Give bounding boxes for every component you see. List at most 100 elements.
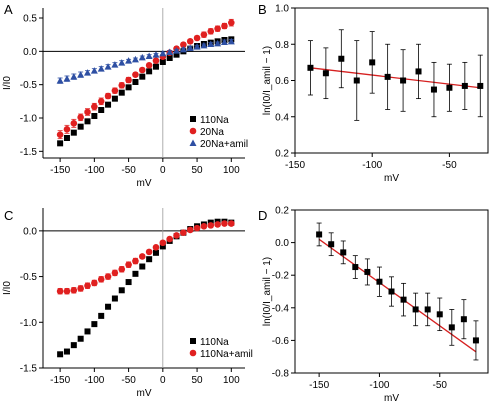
fit-line <box>318 238 477 353</box>
data-point <box>400 77 407 84</box>
y-tick-label: -0.5 <box>20 272 38 283</box>
data-point <box>186 226 194 234</box>
y-tick-label: 0.5 <box>23 14 37 25</box>
data-point <box>193 43 201 50</box>
x-axis-label: mV <box>137 178 152 189</box>
data-point <box>77 71 85 78</box>
data-point <box>139 73 146 80</box>
y-axis-label: ln(I0/I_amil − 1) <box>262 257 273 326</box>
y-tick-label: -0.8 <box>272 369 290 380</box>
plot-frame <box>294 7 489 154</box>
data-point <box>111 95 118 102</box>
y-tick-label: 0.4 <box>275 112 289 123</box>
data-point <box>186 44 194 51</box>
legend-marker <box>190 116 196 122</box>
data-point <box>307 64 314 71</box>
data-point <box>221 220 228 227</box>
data-point <box>145 62 153 69</box>
legend-label: 20Na <box>200 127 224 138</box>
data-point <box>214 25 221 32</box>
data-point <box>152 51 160 58</box>
data-point <box>376 278 383 285</box>
data-point <box>125 76 132 84</box>
data-point <box>91 103 98 110</box>
data-point <box>104 92 112 100</box>
data-point <box>118 82 126 89</box>
data-point <box>84 108 91 116</box>
data-point <box>97 276 105 283</box>
x-tick-label: 0 <box>160 165 166 176</box>
legend-marker <box>190 338 196 344</box>
data-point <box>460 316 467 323</box>
data-point <box>159 49 167 57</box>
data-point <box>328 241 335 248</box>
data-point <box>125 261 132 268</box>
data-point <box>97 98 105 105</box>
data-point <box>200 31 208 38</box>
data-point <box>125 279 132 286</box>
x-tick-label: -100 <box>362 160 382 171</box>
data-point <box>63 126 71 133</box>
series-20na-amil <box>56 37 235 84</box>
data-point <box>200 222 208 230</box>
data-point <box>207 222 215 229</box>
data-point <box>193 224 201 232</box>
data-point <box>125 57 133 64</box>
data-point <box>152 249 159 256</box>
data-point <box>430 86 437 93</box>
data-point <box>228 19 235 26</box>
data-point <box>77 123 84 130</box>
data-point <box>166 48 174 55</box>
legend-label: 20Na+amil <box>200 139 248 150</box>
data-point <box>97 65 105 72</box>
data-point <box>180 229 187 236</box>
data-point <box>159 59 166 65</box>
data-point <box>322 70 329 77</box>
data-point <box>166 55 173 61</box>
panel-letter: B <box>258 2 267 17</box>
data-point <box>70 73 78 80</box>
y-tick-label: -0.2 <box>272 271 290 282</box>
y-axis-label: I/I0 <box>2 281 13 295</box>
data-point <box>118 287 125 294</box>
data-point <box>159 243 166 250</box>
fit-line <box>310 67 481 89</box>
data-point <box>84 69 92 76</box>
data-point <box>159 239 167 247</box>
data-point <box>63 348 70 355</box>
data-point <box>364 268 371 275</box>
y-tick-label: 0.8 <box>275 40 289 51</box>
series-110na-amil <box>56 220 235 295</box>
data-point <box>228 220 235 227</box>
data-point <box>63 287 71 295</box>
data-point <box>56 77 64 84</box>
data-point <box>166 235 173 243</box>
data-point <box>173 51 180 58</box>
data-point <box>436 311 443 318</box>
data-point <box>193 34 201 42</box>
data-point <box>70 120 78 127</box>
panel-d: D -150 -100 -50 0.2 0.0 -0.2 -0.4 -0.6 -0.8 mV ln(I… <box>258 206 489 404</box>
data-point <box>111 61 119 68</box>
data-point <box>131 55 139 63</box>
data-point <box>424 306 431 313</box>
data-point <box>138 253 146 260</box>
data-point <box>446 84 453 91</box>
data-point <box>84 118 91 125</box>
data-point <box>220 38 228 45</box>
data-point <box>369 59 376 66</box>
data-point <box>448 324 455 331</box>
data-point <box>91 113 98 119</box>
data-point <box>111 295 118 302</box>
y-tick-label: 0.0 <box>23 226 37 237</box>
data-point <box>173 47 181 54</box>
legend-label: 110Na+amil <box>200 349 253 360</box>
data-point <box>132 270 139 277</box>
x-tick-label: -150 <box>50 375 70 386</box>
x-tick-label: -150 <box>285 160 305 171</box>
series-20na <box>56 18 235 140</box>
x-tick-label: 100 <box>223 165 240 176</box>
data-point <box>84 328 91 335</box>
y-tick-label: 0.2 <box>275 206 289 217</box>
